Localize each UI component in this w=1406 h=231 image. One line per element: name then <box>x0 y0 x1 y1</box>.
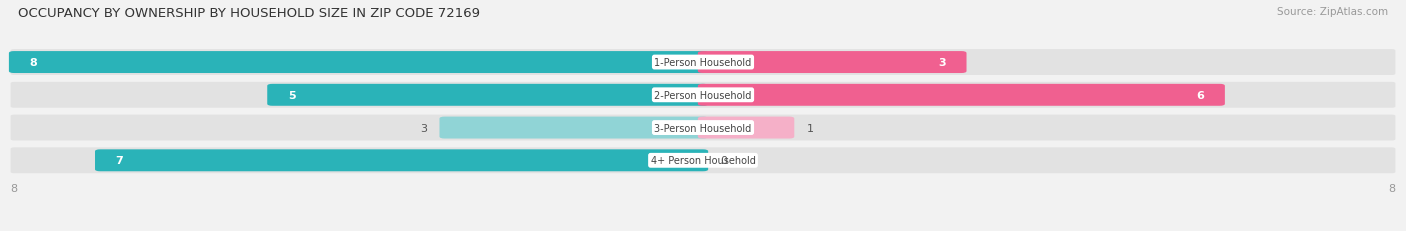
FancyBboxPatch shape <box>267 85 709 106</box>
FancyBboxPatch shape <box>11 148 1395 173</box>
Text: OCCUPANCY BY OWNERSHIP BY HOUSEHOLD SIZE IN ZIP CODE 72169: OCCUPANCY BY OWNERSHIP BY HOUSEHOLD SIZE… <box>18 7 481 20</box>
FancyBboxPatch shape <box>440 117 709 139</box>
Text: 8: 8 <box>30 58 38 68</box>
Text: 7: 7 <box>115 156 124 166</box>
FancyBboxPatch shape <box>96 150 709 172</box>
Text: 2-Person Household: 2-Person Household <box>654 90 752 100</box>
FancyBboxPatch shape <box>697 117 794 139</box>
Text: 1-Person Household: 1-Person Household <box>654 58 752 68</box>
Text: 3: 3 <box>938 58 946 68</box>
Text: Source: ZipAtlas.com: Source: ZipAtlas.com <box>1277 7 1388 17</box>
Text: 1: 1 <box>807 123 813 133</box>
Text: 3: 3 <box>420 123 427 133</box>
Text: 0: 0 <box>720 156 727 166</box>
Text: 3-Person Household: 3-Person Household <box>654 123 752 133</box>
Text: 6: 6 <box>1197 90 1204 100</box>
FancyBboxPatch shape <box>697 85 1225 106</box>
FancyBboxPatch shape <box>8 52 709 74</box>
FancyBboxPatch shape <box>11 82 1395 108</box>
FancyBboxPatch shape <box>11 50 1395 76</box>
Text: 5: 5 <box>288 90 295 100</box>
Text: 4+ Person Household: 4+ Person Household <box>651 156 755 166</box>
FancyBboxPatch shape <box>697 52 966 74</box>
Legend: Owner-occupied, Renter-occupied: Owner-occupied, Renter-occupied <box>589 228 817 231</box>
FancyBboxPatch shape <box>11 115 1395 141</box>
